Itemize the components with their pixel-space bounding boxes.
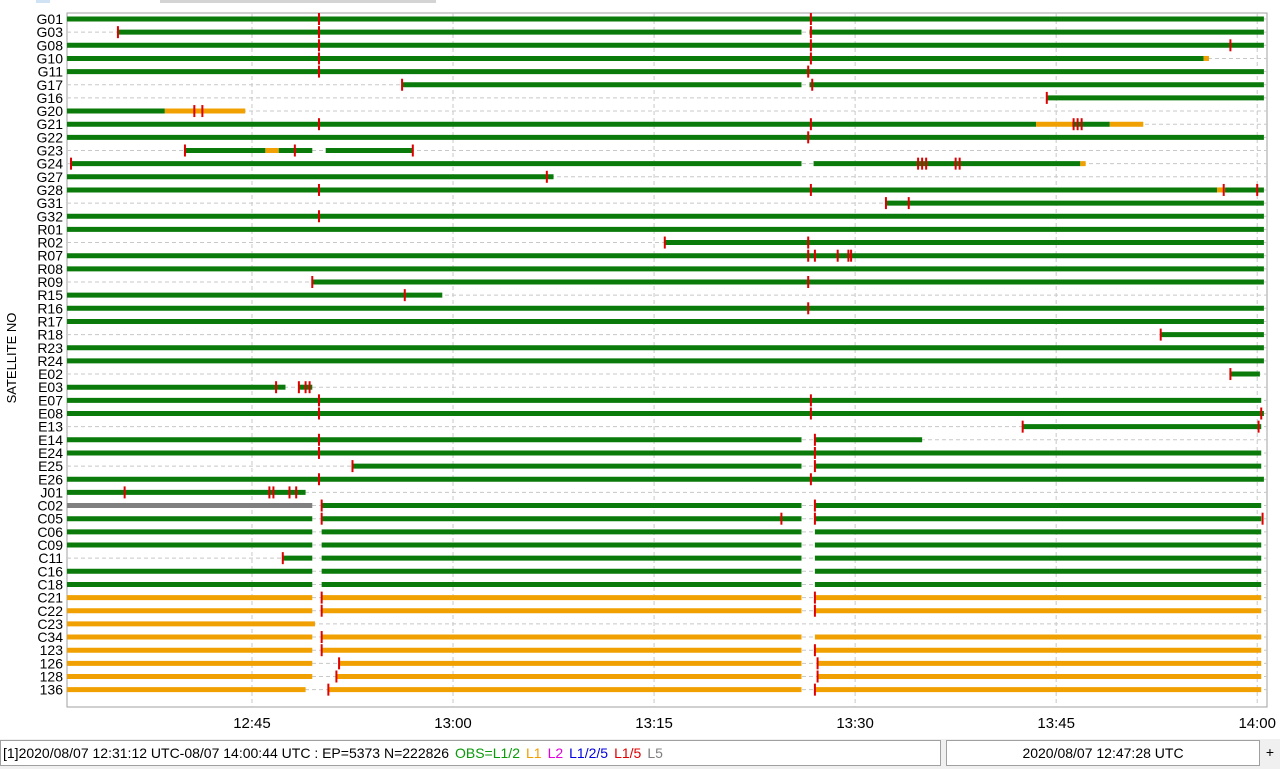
legend-l2: L2 (547, 745, 564, 761)
legend-l1: L1 (525, 745, 542, 761)
satellite-label: C22 (37, 603, 63, 619)
satellite-label: C09 (37, 537, 63, 553)
toolbar-tab[interactable] (160, 0, 436, 3)
satellite-label: J01 (40, 484, 63, 500)
satellite-label: R07 (37, 248, 63, 264)
status-range-text: [1]2020/08/07 12:31:12 UTC-08/07 14:00:4… (3, 745, 449, 761)
satellite-label: G01 (37, 11, 64, 27)
x-tick-label: 14:00 (1238, 715, 1276, 732)
satellite-label: R18 (37, 327, 63, 343)
satellite-label: R08 (37, 261, 63, 277)
satellite-label: C34 (37, 629, 63, 645)
satellite-label: G20 (37, 103, 64, 119)
satellite-label: G31 (37, 195, 64, 211)
satellite-label: E25 (38, 458, 63, 474)
satellite-label: 126 (40, 655, 64, 671)
satellite-label: E08 (38, 406, 63, 422)
satellite-label: R09 (37, 274, 63, 290)
satellite-label: C06 (37, 524, 63, 540)
x-tick-label: 13:45 (1037, 715, 1075, 732)
x-tick-label: 13:00 (434, 715, 472, 732)
legend-l5: L5 (647, 745, 663, 761)
satellite-label: G16 (37, 90, 64, 106)
satellite-label: C11 (38, 550, 63, 566)
satellite-labels: G01G03G08G10G11G17G16G20G21G22G23G24G27G… (37, 11, 64, 698)
legend-l15: L1/5 (614, 745, 642, 761)
satellite-label: G08 (37, 37, 64, 53)
satellite-label: E02 (38, 366, 63, 382)
status-bar: [1]2020/08/07 12:31:12 UTC-08/07 14:00:4… (0, 739, 1280, 769)
satellite-label: G17 (37, 77, 64, 93)
satellite-label: R23 (37, 340, 63, 356)
satellite-label: G10 (37, 50, 64, 66)
satellite-label: G28 (37, 182, 64, 198)
toolbar-tab[interactable] (36, 0, 50, 3)
satellite-label: E13 (38, 419, 63, 435)
satellite-label: G22 (37, 129, 64, 145)
satellite-label: R01 (37, 221, 63, 237)
satellite-label: 136 (40, 682, 64, 698)
satellite-label: E14 (38, 432, 63, 448)
toolbar-strip (0, 0, 1280, 8)
satellite-label: 128 (40, 669, 64, 685)
satellite-label: C05 (37, 511, 63, 527)
y-axis-label: SATELLITE NO (4, 312, 19, 404)
status-time: 2020/08/07 12:47:28 UTC (946, 740, 1260, 766)
satellite-label: G21 (37, 116, 64, 132)
satellite-label: R15 (37, 287, 63, 303)
satellite-label: R02 (37, 235, 63, 251)
x-tick-label: 13:15 (635, 715, 673, 732)
satellite-label: E24 (38, 445, 63, 461)
satellite-label: R24 (37, 353, 63, 369)
x-tick-label: 13:30 (836, 715, 874, 732)
satellite-label: G24 (37, 156, 64, 172)
satellite-label: G11 (38, 64, 64, 80)
satellite-tracks (67, 13, 1264, 696)
satellite-label: C02 (37, 498, 63, 514)
satellite-label: G27 (37, 169, 64, 185)
satellite-label: E03 (38, 379, 63, 395)
satellite-label: C16 (37, 563, 63, 579)
satellite-label: G23 (37, 143, 64, 159)
satellite-label: 123 (40, 642, 64, 658)
legend-l125: L1/2/5 (569, 745, 609, 761)
satellite-label: E26 (38, 471, 63, 487)
satellite-label: C23 (37, 616, 63, 632)
satellite-label: C18 (37, 576, 63, 592)
satellite-label: E07 (38, 392, 63, 408)
plus-icon: + (1265, 744, 1275, 760)
satellite-label: R17 (37, 313, 63, 329)
satellite-label: R16 (37, 300, 63, 316)
satellite-label: C21 (37, 590, 63, 606)
status-summary: [1]2020/08/07 12:31:12 UTC-08/07 14:00:4… (0, 740, 941, 766)
x-tick-label: 12:45 (233, 715, 271, 732)
observation-chart[interactable]: G01G03G08G10G11G17G16G20G21G22G23G24G27G… (0, 0, 1280, 739)
satellite-label: G03 (37, 24, 64, 40)
legend-obs: OBS=L1/2 (454, 745, 520, 761)
satellite-label: G32 (37, 208, 64, 224)
x-tick-labels: 12:45 13:00 13:15 13:30 13:45 14:00 (233, 715, 1276, 732)
